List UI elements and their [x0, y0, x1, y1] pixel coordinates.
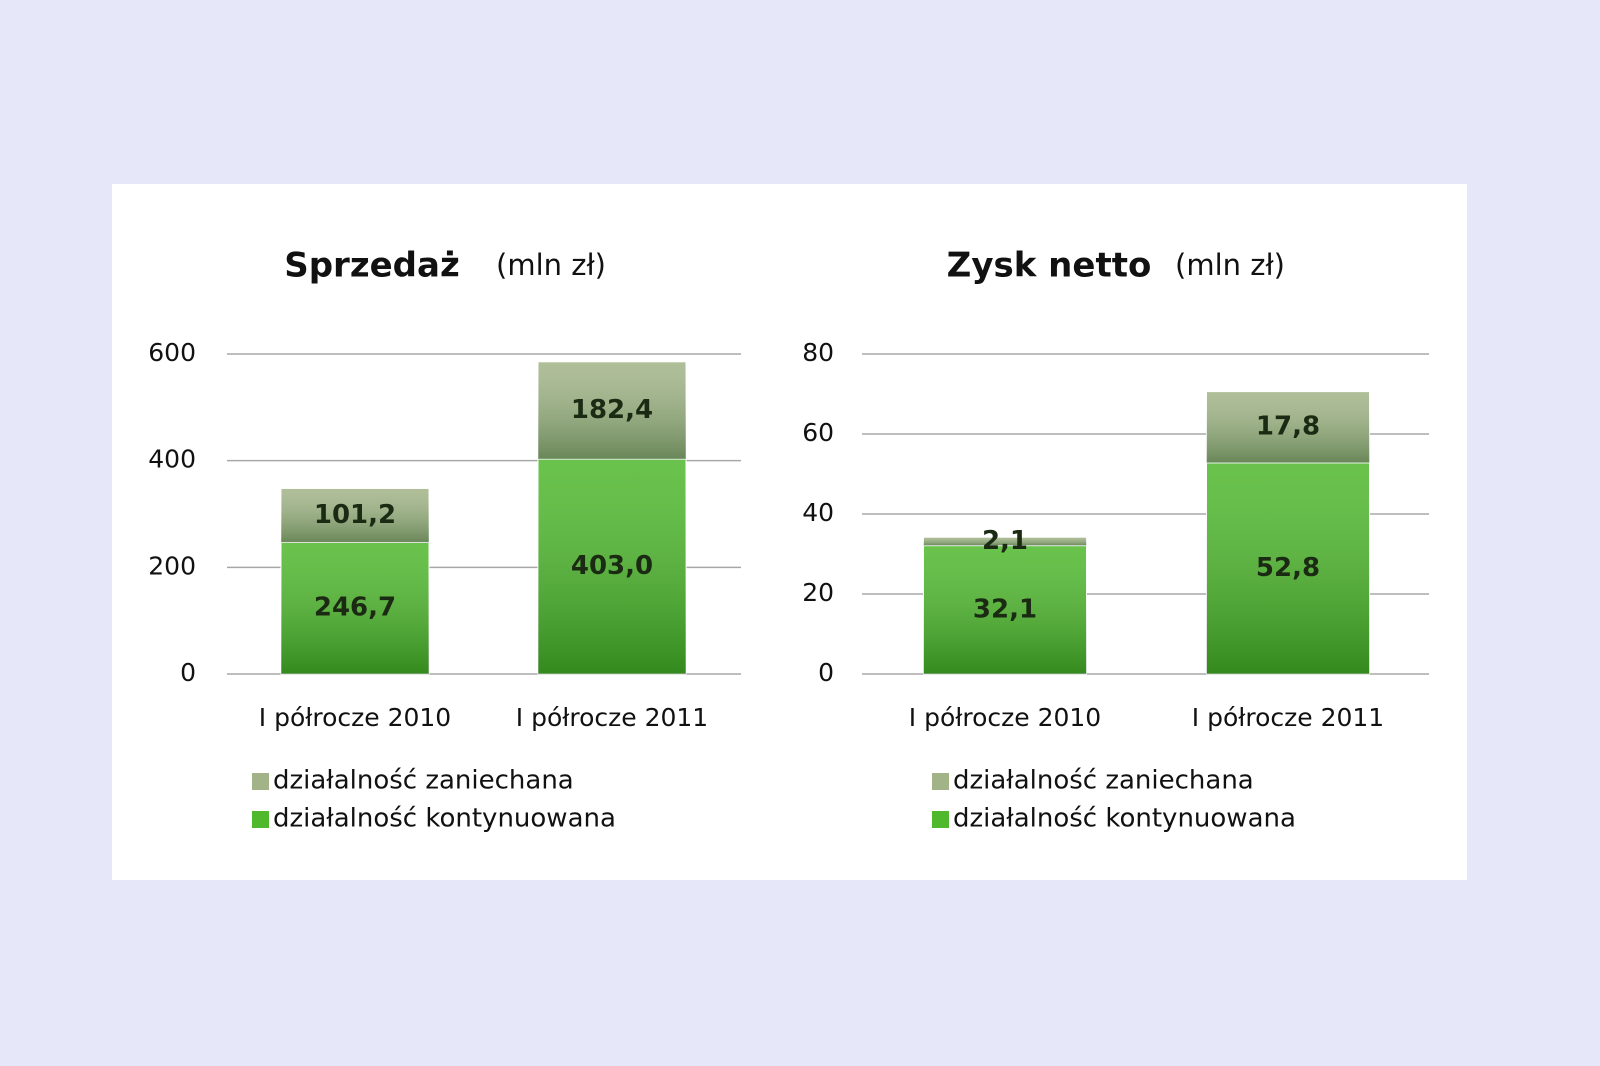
y-tick-label: 20 — [802, 578, 834, 607]
x-tick-label: I półrocze 2010 — [909, 703, 1101, 732]
value-label: 246,7 — [314, 593, 396, 623]
value-label: 182,4 — [571, 395, 653, 425]
value-label: 17,8 — [1256, 412, 1320, 442]
y-tick-label: 200 — [148, 551, 196, 580]
bar-shade — [281, 488, 429, 543]
value-label: 2,1 — [982, 526, 1028, 556]
legend-label: działalność kontynuowana — [953, 804, 1296, 834]
legend-swatch — [932, 811, 949, 828]
y-tick-label: 600 — [148, 338, 196, 367]
y-tick-label: 0 — [818, 658, 834, 687]
chart-subtitle: (mln zł) — [1175, 248, 1285, 282]
bar-shade — [538, 361, 686, 460]
x-tick-label: I półrocze 2011 — [1192, 703, 1384, 732]
y-tick-label: 0 — [180, 658, 196, 687]
value-label: 403,0 — [571, 551, 653, 581]
legend-label: działalność kontynuowana — [273, 804, 616, 834]
y-tick-label: 400 — [148, 445, 196, 474]
value-label: 32,1 — [973, 594, 1037, 624]
bar-shade — [281, 542, 429, 674]
y-tick-label: 40 — [802, 498, 834, 527]
legend-swatch — [252, 773, 269, 790]
chart-title: Zysk netto — [947, 246, 1152, 286]
y-tick-label: 60 — [802, 418, 834, 447]
x-tick-label: I półrocze 2011 — [516, 703, 708, 732]
bar-shade — [923, 537, 1087, 546]
chart-title: Sprzedaż — [284, 246, 460, 286]
legend-label: działalność zaniechana — [273, 766, 574, 796]
chart-subtitle: (mln zł) — [496, 248, 606, 282]
bar-shade — [538, 459, 686, 674]
value-label: 52,8 — [1256, 553, 1320, 583]
legend-swatch — [932, 773, 949, 790]
bar-shade — [923, 545, 1087, 674]
bar-shade — [1206, 462, 1370, 674]
value-label: 101,2 — [314, 500, 396, 530]
legend-swatch — [252, 811, 269, 828]
legend-label: działalność zaniechana — [953, 766, 1254, 796]
y-tick-label: 80 — [802, 338, 834, 367]
bar-shade — [1206, 391, 1370, 463]
x-tick-label: I półrocze 2010 — [259, 703, 451, 732]
